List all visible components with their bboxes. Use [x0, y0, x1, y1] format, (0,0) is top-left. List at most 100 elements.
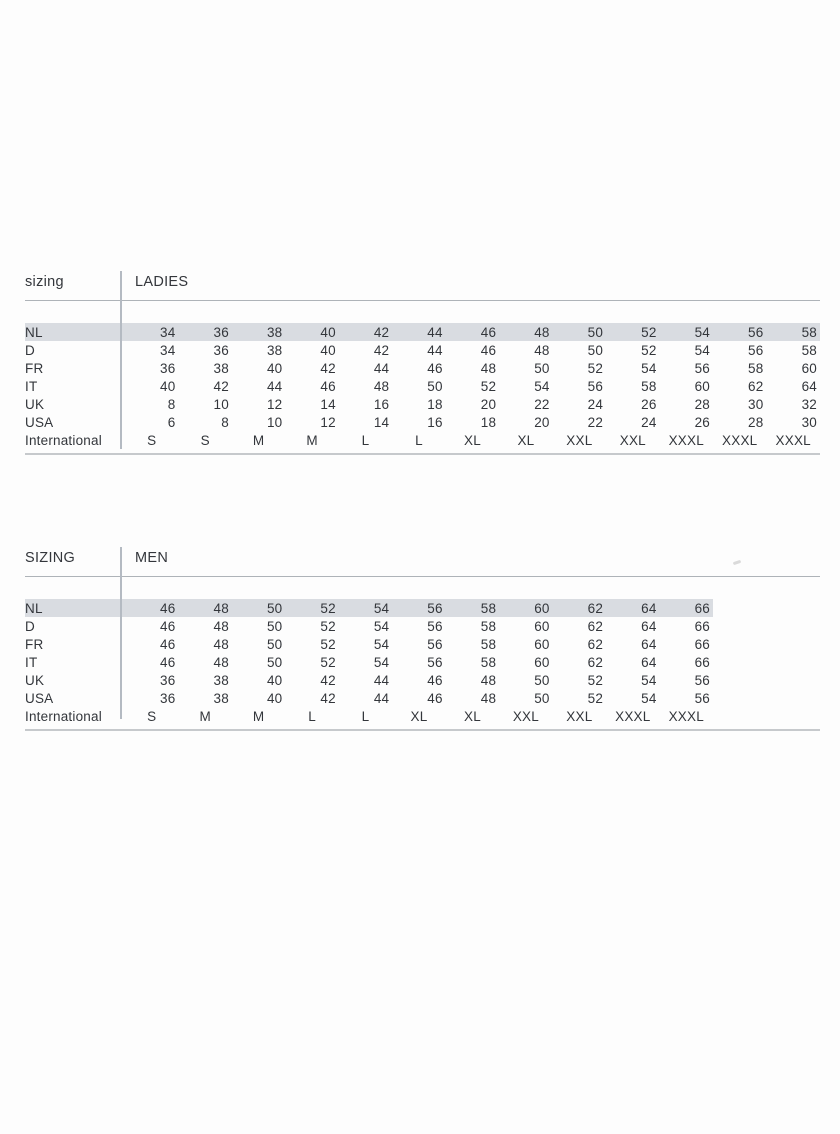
size-cell: 56 [427, 654, 443, 670]
size-cell: 52 [320, 600, 336, 616]
size-cell: 54 [373, 636, 390, 652]
ladies-size-section: sizing LADIES NL 34 36 38 40 42 44 46 48 50 52 54 56… [25, 271, 820, 455]
size-cell: 46 [160, 618, 176, 634]
size-cell: 12 [320, 414, 336, 430]
size-row-nl: NL 34 36 38 40 42 44 46 48 50 52 54 56 58 [25, 323, 820, 341]
size-cell: 56 [748, 342, 764, 358]
size-row-d: D 34 36 38 40 42 44 46 48 50 52 54 56 58 [25, 341, 820, 359]
size-cell: XXXL [668, 708, 704, 724]
size-cell: S [200, 432, 210, 448]
size-cell: 46 [480, 324, 497, 340]
size-cell: 44 [373, 672, 390, 688]
size-cell: M [306, 432, 318, 448]
size-cell: 40 [266, 360, 283, 376]
size-cell: 52 [320, 636, 336, 652]
size-cell: 52 [641, 324, 657, 340]
size-cell: 26 [694, 414, 710, 430]
row-label: D [25, 342, 35, 358]
size-cell: 32 [801, 396, 817, 412]
size-cell: 60 [534, 600, 550, 616]
size-row-usa: USA 6 8 10 12 14 16 18 20 22 24 26 28 30 [25, 413, 820, 431]
size-cell: XL [463, 708, 481, 724]
size-cell: 60 [534, 618, 550, 634]
row-label: FR [25, 636, 44, 652]
size-row-international: International S M M L L XL XL XXL XXL XXXL XXXL [25, 707, 713, 725]
size-cell: XXL [619, 432, 646, 448]
size-cell: 56 [427, 618, 443, 634]
size-cell: 64 [641, 654, 657, 670]
size-cell: 34 [160, 342, 176, 358]
size-cell: 26 [641, 396, 657, 412]
size-cell: 52 [587, 360, 604, 376]
size-cell: 16 [427, 414, 443, 430]
size-cell: 58 [480, 636, 497, 652]
size-row-nl: NL 46 48 50 52 54 56 58 60 62 64 66 [25, 599, 713, 617]
size-cell: 58 [480, 618, 497, 634]
size-cell: 52 [480, 378, 497, 394]
size-cell: 66 [694, 618, 710, 634]
size-cell: 58 [480, 654, 497, 670]
size-cell: 38 [213, 672, 229, 688]
size-cell: 36 [213, 324, 229, 340]
size-cell: 48 [213, 636, 229, 652]
size-cell: 44 [266, 378, 283, 394]
size-cell: 56 [694, 690, 710, 706]
size-cell: 60 [534, 654, 550, 670]
size-cell: 44 [373, 690, 390, 706]
size-cell: 64 [641, 618, 657, 634]
size-cell: 50 [266, 618, 283, 634]
size-cell: 58 [641, 378, 657, 394]
size-cell: S [147, 708, 157, 724]
size-cell: 50 [266, 654, 283, 670]
size-cell: 62 [587, 654, 604, 670]
section-label: sizing [25, 274, 64, 290]
size-cell: 60 [801, 360, 817, 376]
size-cell: 52 [320, 654, 336, 670]
size-cell: 38 [266, 324, 283, 340]
size-cell: 46 [427, 672, 443, 688]
size-cell: 54 [373, 618, 390, 634]
size-cell: XXL [566, 432, 593, 448]
size-cell: 12 [266, 396, 283, 412]
size-cell: 48 [373, 378, 390, 394]
size-row-international: International S S M M L L XL XL XXL XXL XXXL XXXL XXX… [25, 431, 820, 449]
size-cell: 18 [427, 396, 443, 412]
row-label: USA [25, 690, 54, 706]
row-label: NL [25, 324, 43, 340]
size-cell: 48 [534, 342, 550, 358]
size-cell: 62 [587, 618, 604, 634]
size-cell: XL [517, 432, 535, 448]
size-cell: M [252, 432, 265, 448]
men-size-section: SIZING MEN NL 46 48 50 52 54 56 58 60 62 64 66 D 46 48… [25, 547, 820, 731]
size-cell: 62 [587, 600, 604, 616]
size-cell: 42 [213, 378, 229, 394]
size-cell: XXL [512, 708, 539, 724]
size-cell: L [308, 708, 316, 724]
size-cell: 64 [641, 600, 657, 616]
size-cell: 56 [427, 636, 443, 652]
size-cell: 60 [534, 636, 550, 652]
section-title: LADIES [135, 274, 189, 290]
size-cell: XXXL [668, 432, 704, 448]
size-cell: 50 [427, 378, 443, 394]
size-cell: 42 [320, 360, 336, 376]
size-cell: XXXL [775, 432, 811, 448]
size-cell: 50 [587, 324, 604, 340]
size-cell: 38 [213, 690, 229, 706]
size-cell: 48 [213, 654, 229, 670]
size-cell: 30 [801, 414, 817, 430]
size-cell: 38 [266, 342, 283, 358]
size-cell: 10 [213, 396, 229, 412]
size-cell: 54 [694, 342, 710, 358]
size-cell: 64 [801, 378, 817, 394]
size-row-fr: FR 36 38 40 42 44 46 48 50 52 54 56 58 60 [25, 359, 820, 377]
size-cell: M [199, 708, 211, 724]
row-label: IT [25, 378, 38, 394]
size-cell: 36 [213, 342, 229, 358]
size-cell: 58 [801, 324, 817, 340]
size-cell: 50 [534, 690, 550, 706]
size-cell: 54 [694, 324, 710, 340]
size-cell: L [361, 432, 370, 448]
size-cell: 50 [266, 636, 283, 652]
